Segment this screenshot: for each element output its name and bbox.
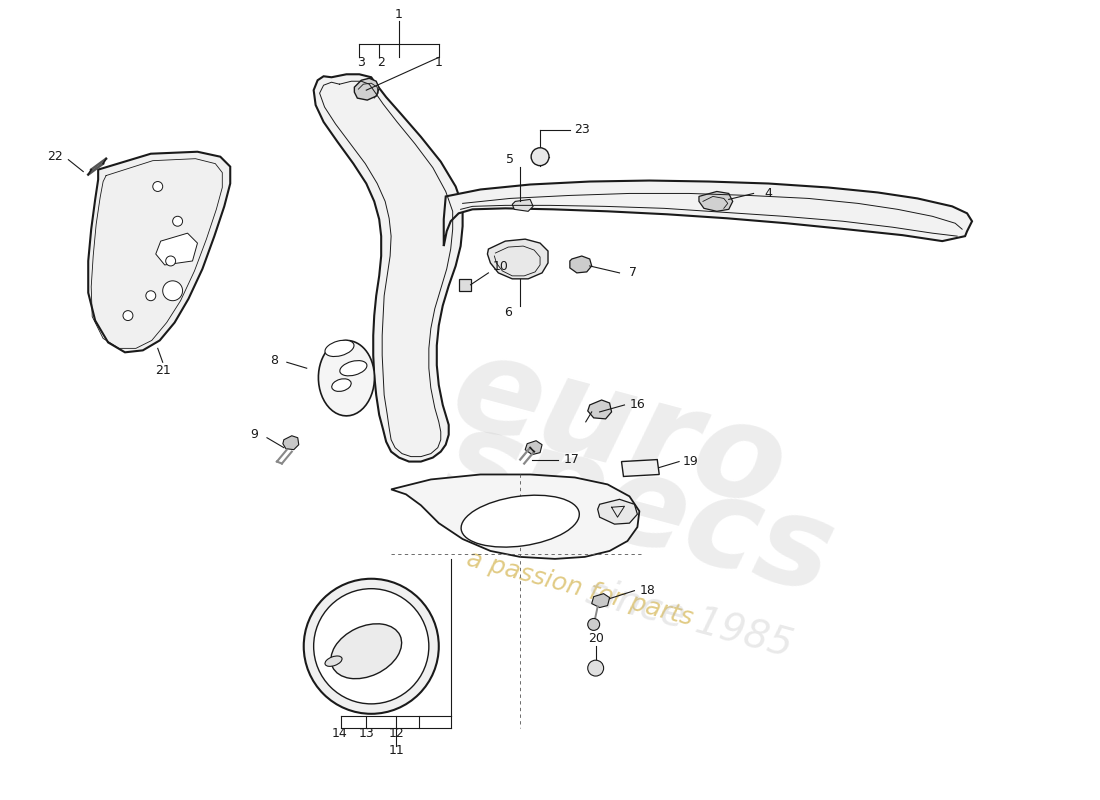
Text: 1: 1 — [434, 56, 442, 69]
Polygon shape — [443, 181, 972, 246]
Text: 6: 6 — [505, 306, 513, 319]
Text: 3: 3 — [358, 56, 365, 69]
Text: 4: 4 — [764, 187, 772, 200]
Text: 22: 22 — [47, 150, 64, 163]
Polygon shape — [621, 459, 659, 477]
Text: 20: 20 — [587, 632, 604, 645]
Polygon shape — [513, 199, 534, 211]
Text: 21: 21 — [155, 364, 170, 377]
Circle shape — [123, 310, 133, 321]
Circle shape — [163, 281, 183, 301]
Text: 5: 5 — [506, 153, 515, 166]
Polygon shape — [570, 256, 592, 273]
Ellipse shape — [324, 656, 342, 666]
Polygon shape — [88, 152, 230, 352]
Text: 17: 17 — [564, 453, 580, 466]
Ellipse shape — [331, 624, 402, 678]
Text: 13: 13 — [359, 727, 374, 740]
Text: 16: 16 — [629, 398, 646, 411]
Polygon shape — [392, 474, 639, 559]
Text: 14: 14 — [331, 727, 348, 740]
Text: specs: specs — [432, 399, 847, 619]
Text: 18: 18 — [639, 584, 656, 597]
Polygon shape — [597, 499, 637, 524]
Text: euro: euro — [439, 325, 800, 535]
Circle shape — [166, 256, 176, 266]
Polygon shape — [459, 279, 471, 290]
Circle shape — [153, 182, 163, 191]
Text: 8: 8 — [270, 354, 278, 366]
Ellipse shape — [461, 495, 580, 547]
Circle shape — [531, 148, 549, 166]
Text: 1: 1 — [395, 8, 403, 21]
Circle shape — [173, 216, 183, 226]
Text: 7: 7 — [629, 266, 637, 279]
Ellipse shape — [324, 340, 354, 357]
Text: since 1985: since 1985 — [582, 573, 796, 664]
Text: 10: 10 — [493, 261, 508, 274]
Circle shape — [587, 660, 604, 676]
Polygon shape — [318, 341, 374, 416]
Text: 9: 9 — [250, 428, 258, 442]
Circle shape — [587, 618, 600, 630]
Circle shape — [304, 578, 439, 714]
Polygon shape — [592, 594, 609, 607]
Text: 11: 11 — [388, 744, 404, 757]
Ellipse shape — [340, 361, 367, 376]
Text: 2: 2 — [377, 56, 385, 69]
Polygon shape — [156, 233, 198, 265]
Polygon shape — [283, 436, 299, 450]
Polygon shape — [487, 239, 548, 279]
Circle shape — [146, 290, 156, 301]
Polygon shape — [698, 191, 733, 211]
Polygon shape — [334, 674, 363, 693]
Polygon shape — [314, 74, 463, 462]
Polygon shape — [525, 441, 542, 454]
Text: 19: 19 — [683, 455, 698, 468]
Circle shape — [314, 589, 429, 704]
Polygon shape — [587, 400, 612, 419]
Text: a passion for parts: a passion for parts — [464, 547, 695, 630]
Ellipse shape — [332, 379, 351, 391]
Text: 12: 12 — [388, 727, 404, 740]
Polygon shape — [354, 78, 379, 100]
Text: 23: 23 — [574, 123, 590, 136]
